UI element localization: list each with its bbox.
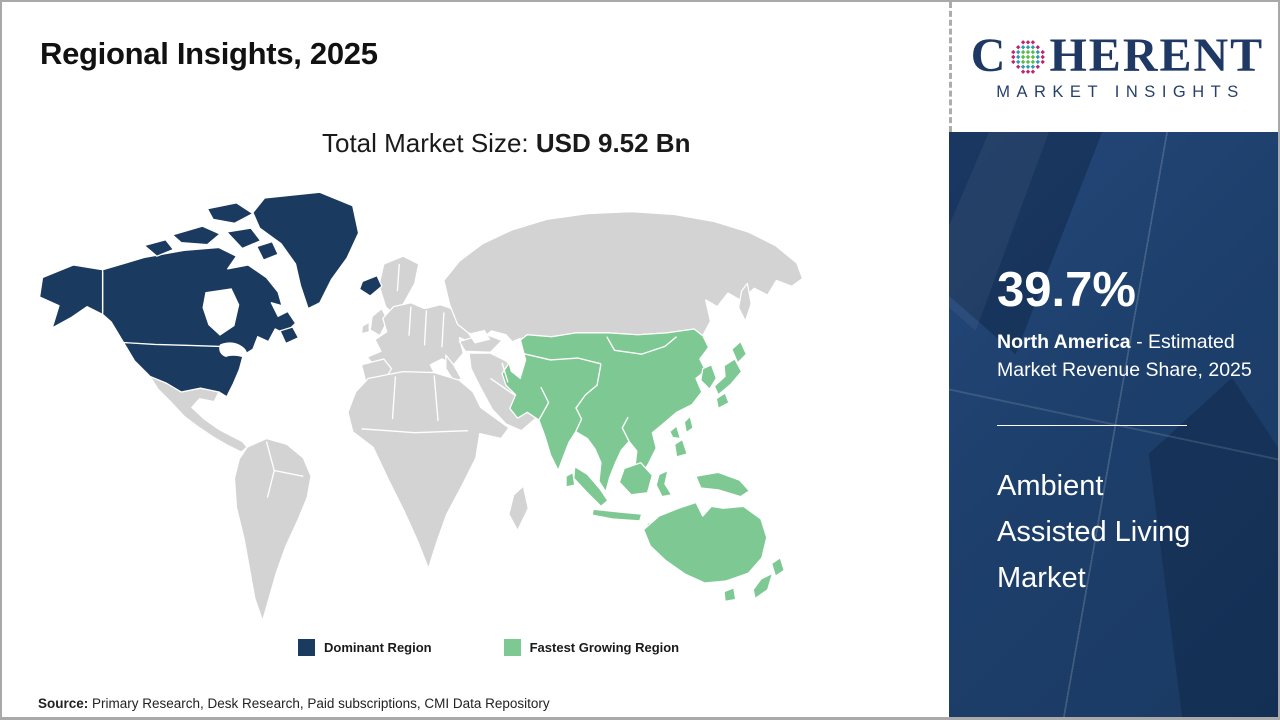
map-country-borders <box>101 263 678 498</box>
total-market-size: Total Market Size: USD 9.52 Bn <box>322 128 690 159</box>
total-market-size-label: Total Market Size: <box>322 128 536 158</box>
market-share-value: 39.7% <box>997 263 1136 317</box>
market-share-description: North America - Estimated Market Revenue… <box>997 328 1263 385</box>
market-name: Ambient Assisted Living Market <box>997 470 1191 594</box>
source-text: Primary Research, Desk Research, Paid su… <box>88 696 550 711</box>
fastest-region-swatch-icon <box>503 639 521 656</box>
legend-label-fastest: Fastest Growing Region <box>529 640 680 655</box>
logo-area: C HERENT MARKET INSIGHTS <box>949 2 1278 132</box>
dominant-region-swatch-icon <box>298 639 315 656</box>
logo-tagline: MARKET INSIGHTS <box>996 83 1245 101</box>
highlight-panel: 39.7% North America - Estimated Market R… <box>949 132 1278 717</box>
page-title: Regional Insights, 2025 <box>40 36 378 71</box>
legend-item-dominant: Dominant Region <box>298 639 432 656</box>
source-label: Source: <box>38 696 89 711</box>
region-asia-pacific <box>501 328 785 603</box>
legend-item-fastest: Fastest Growing Region <box>503 639 680 656</box>
globe-o-icon <box>1011 40 1046 74</box>
panel-divider <box>997 425 1187 426</box>
region-north-america <box>38 191 383 398</box>
legend-label-dominant: Dominant Region <box>324 640 432 655</box>
map-legend: Dominant Region Fastest Growing Region <box>298 639 679 656</box>
region-other <box>149 210 804 622</box>
market-share-region: North America <box>997 331 1131 353</box>
market-share-desc-rest: - Estimated Market Revenue Share, 2025 <box>997 331 1252 382</box>
world-map <box>38 191 804 622</box>
map-water <box>202 288 527 380</box>
coherent-logo: C HERENT <box>971 32 1264 80</box>
source-line: Source: Primary Research, Desk Research,… <box>38 696 550 711</box>
total-market-size-value: USD 9.52 Bn <box>535 128 691 158</box>
logo-letters-rest: HERENT <box>1049 29 1265 82</box>
logo-letter-c: C <box>970 29 1008 82</box>
